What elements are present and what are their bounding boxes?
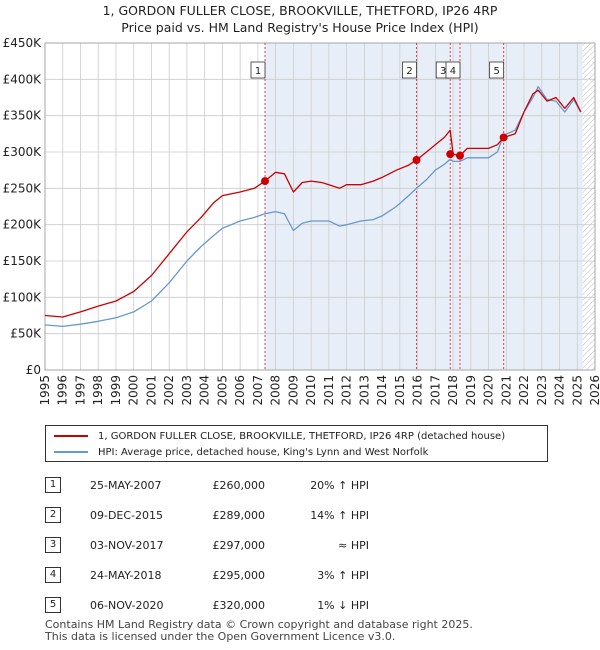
y-tick-label: £450K — [3, 36, 43, 50]
transaction-price: £320,000 — [212, 599, 266, 612]
x-tick-label: 2026 — [588, 375, 600, 406]
x-tick-label: 2005 — [215, 375, 229, 406]
x-tick-label: 2002 — [162, 375, 176, 406]
transaction-date: 24-MAY-2018 — [90, 569, 162, 582]
legend-label-hpi: HPI: Average price, detached house, King… — [98, 446, 429, 458]
y-tick-label: £0 — [26, 363, 41, 377]
x-tick-label: 2006 — [233, 375, 247, 406]
transaction-hpi: ≈ HPI — [338, 539, 369, 552]
price-chart: £0 £50K £100K £150K £200K £250K £300K £350K £400… — [3, 36, 600, 406]
y-tick-label: £150K — [3, 254, 43, 268]
x-tick-label: 2009 — [286, 375, 300, 406]
transaction-date: 25-MAY-2007 — [90, 479, 162, 492]
transaction-number: 1 — [45, 477, 61, 493]
y-tick-label: £250K — [3, 181, 43, 195]
x-tick-label: 2000 — [127, 375, 141, 406]
x-tick-label: 2013 — [357, 375, 371, 406]
future-hatch — [582, 43, 595, 370]
transaction-label-box — [402, 61, 417, 79]
transaction-date: 09-DEC-2015 — [90, 509, 164, 522]
footer-licence: This data is licensed under the Open Gov… — [45, 630, 396, 643]
legend-swatch-property — [54, 435, 88, 437]
transaction-price: £295,000 — [212, 569, 266, 582]
legend-item-hpi: HPI: Average price, detached house, King… — [54, 445, 428, 459]
transaction-number: 5 — [45, 597, 61, 613]
footer-copyright: Contains HM Land Registry data © Crown c… — [45, 618, 473, 631]
x-tick-label: 2023 — [535, 375, 549, 406]
chart-subtitle: Price paid vs. HM Land Registry's House … — [121, 20, 479, 35]
transaction-price: £289,000 — [212, 509, 266, 522]
property-price-line — [44, 89, 582, 318]
x-tick-label: 2010 — [304, 375, 318, 406]
transaction-price: £297,000 — [212, 539, 266, 552]
x-tick-label: 2025 — [570, 375, 584, 406]
transaction-hpi: 3% ↑ HPI — [317, 569, 369, 582]
transaction-point — [412, 155, 421, 164]
x-tick-label: 2004 — [198, 375, 212, 406]
transaction-label: 5 — [493, 66, 499, 77]
transaction-label: 2 — [406, 66, 412, 77]
y-tick-label: £400K — [3, 72, 43, 86]
x-tick-label: 1999 — [109, 375, 123, 406]
transaction-number: 4 — [45, 567, 61, 583]
transaction-point — [261, 177, 269, 186]
x-tick-label: 1997 — [73, 375, 87, 406]
x-tick-label: 2018 — [446, 375, 460, 406]
transaction-point — [446, 150, 455, 159]
footer: Contains HM Land Registry data © Crown c… — [45, 619, 473, 643]
x-tick-label: 2019 — [464, 375, 478, 406]
transaction-number: 3 — [45, 537, 61, 553]
table-row: 1 25-MAY-2007 £260,000 20% ↑ HPI — [45, 477, 565, 495]
transaction-label: 4 — [450, 66, 456, 77]
transaction-point — [499, 133, 508, 142]
legend-swatch-hpi — [54, 451, 88, 453]
transaction-label-box — [250, 61, 266, 79]
x-tick-label: 2003 — [180, 375, 194, 406]
transaction-hpi: 1% ↓ HPI — [317, 599, 369, 612]
hpi-line — [44, 85, 582, 328]
y-tick-label: £50K — [10, 327, 42, 341]
x-tick-label: 2016 — [411, 375, 425, 406]
x-tick-label: 2021 — [499, 375, 513, 406]
x-tick-label: 1998 — [91, 375, 105, 406]
transaction-number: 2 — [45, 507, 61, 523]
transaction-point — [455, 151, 464, 160]
legend-label-property: 1, GORDON FULLER CLOSE, BROOKVILLE, THET… — [98, 430, 506, 442]
transaction-hpi: 14% ↑ HPI — [310, 509, 369, 522]
y-tick-label: £350K — [3, 109, 43, 123]
transaction-label: 1 — [255, 66, 261, 77]
x-tick-label: 2012 — [340, 375, 354, 406]
table-row: 2 09-DEC-2015 £289,000 14% ↑ HPI — [45, 507, 565, 525]
x-tick-label: 2024 — [553, 375, 567, 406]
x-tick-label: 2022 — [517, 375, 531, 406]
x-tick-label: 2015 — [393, 375, 407, 406]
transaction-label-box — [489, 61, 505, 79]
y-tick-label: £300K — [3, 145, 43, 159]
chart-title: 1, GORDON FULLER CLOSE, BROOKVILLE, THET… — [102, 3, 498, 18]
transaction-label: 3 — [440, 66, 446, 77]
x-tick-label: 1996 — [56, 375, 70, 406]
transaction-date: 03-NOV-2017 — [90, 539, 164, 552]
x-tick-label: 2007 — [251, 375, 265, 406]
x-tick-label: 2008 — [269, 375, 283, 406]
table-row: 4 24-MAY-2018 £295,000 3% ↑ HPI — [45, 567, 565, 585]
transaction-hpi: 20% ↑ HPI — [310, 479, 369, 492]
x-tick-label: 2014 — [375, 375, 389, 406]
x-tick-label: 2017 — [428, 375, 442, 406]
transaction-date: 06-NOV-2020 — [90, 599, 164, 612]
y-tick-label: £200K — [3, 218, 43, 232]
table-row: 5 06-NOV-2020 £320,000 1% ↓ HPI — [45, 597, 565, 615]
y-tick-label: £100K — [3, 290, 43, 304]
table-row: 3 03-NOV-2017 £297,000 ≈ HPI — [45, 537, 565, 555]
transaction-label-box — [445, 61, 461, 79]
x-tick-label: 1995 — [38, 375, 52, 406]
legend: 1, GORDON FULLER CLOSE, BROOKVILLE, THET… — [45, 425, 548, 462]
owned-period-shade — [265, 43, 583, 370]
x-tick-label: 2020 — [482, 375, 496, 406]
legend-item-property: 1, GORDON FULLER CLOSE, BROOKVILLE, THET… — [54, 429, 505, 443]
x-tick-label: 2001 — [144, 375, 158, 406]
x-tick-label: 2011 — [322, 375, 336, 406]
plot-frame — [44, 42, 596, 371]
transaction-price: £260,000 — [212, 479, 266, 492]
